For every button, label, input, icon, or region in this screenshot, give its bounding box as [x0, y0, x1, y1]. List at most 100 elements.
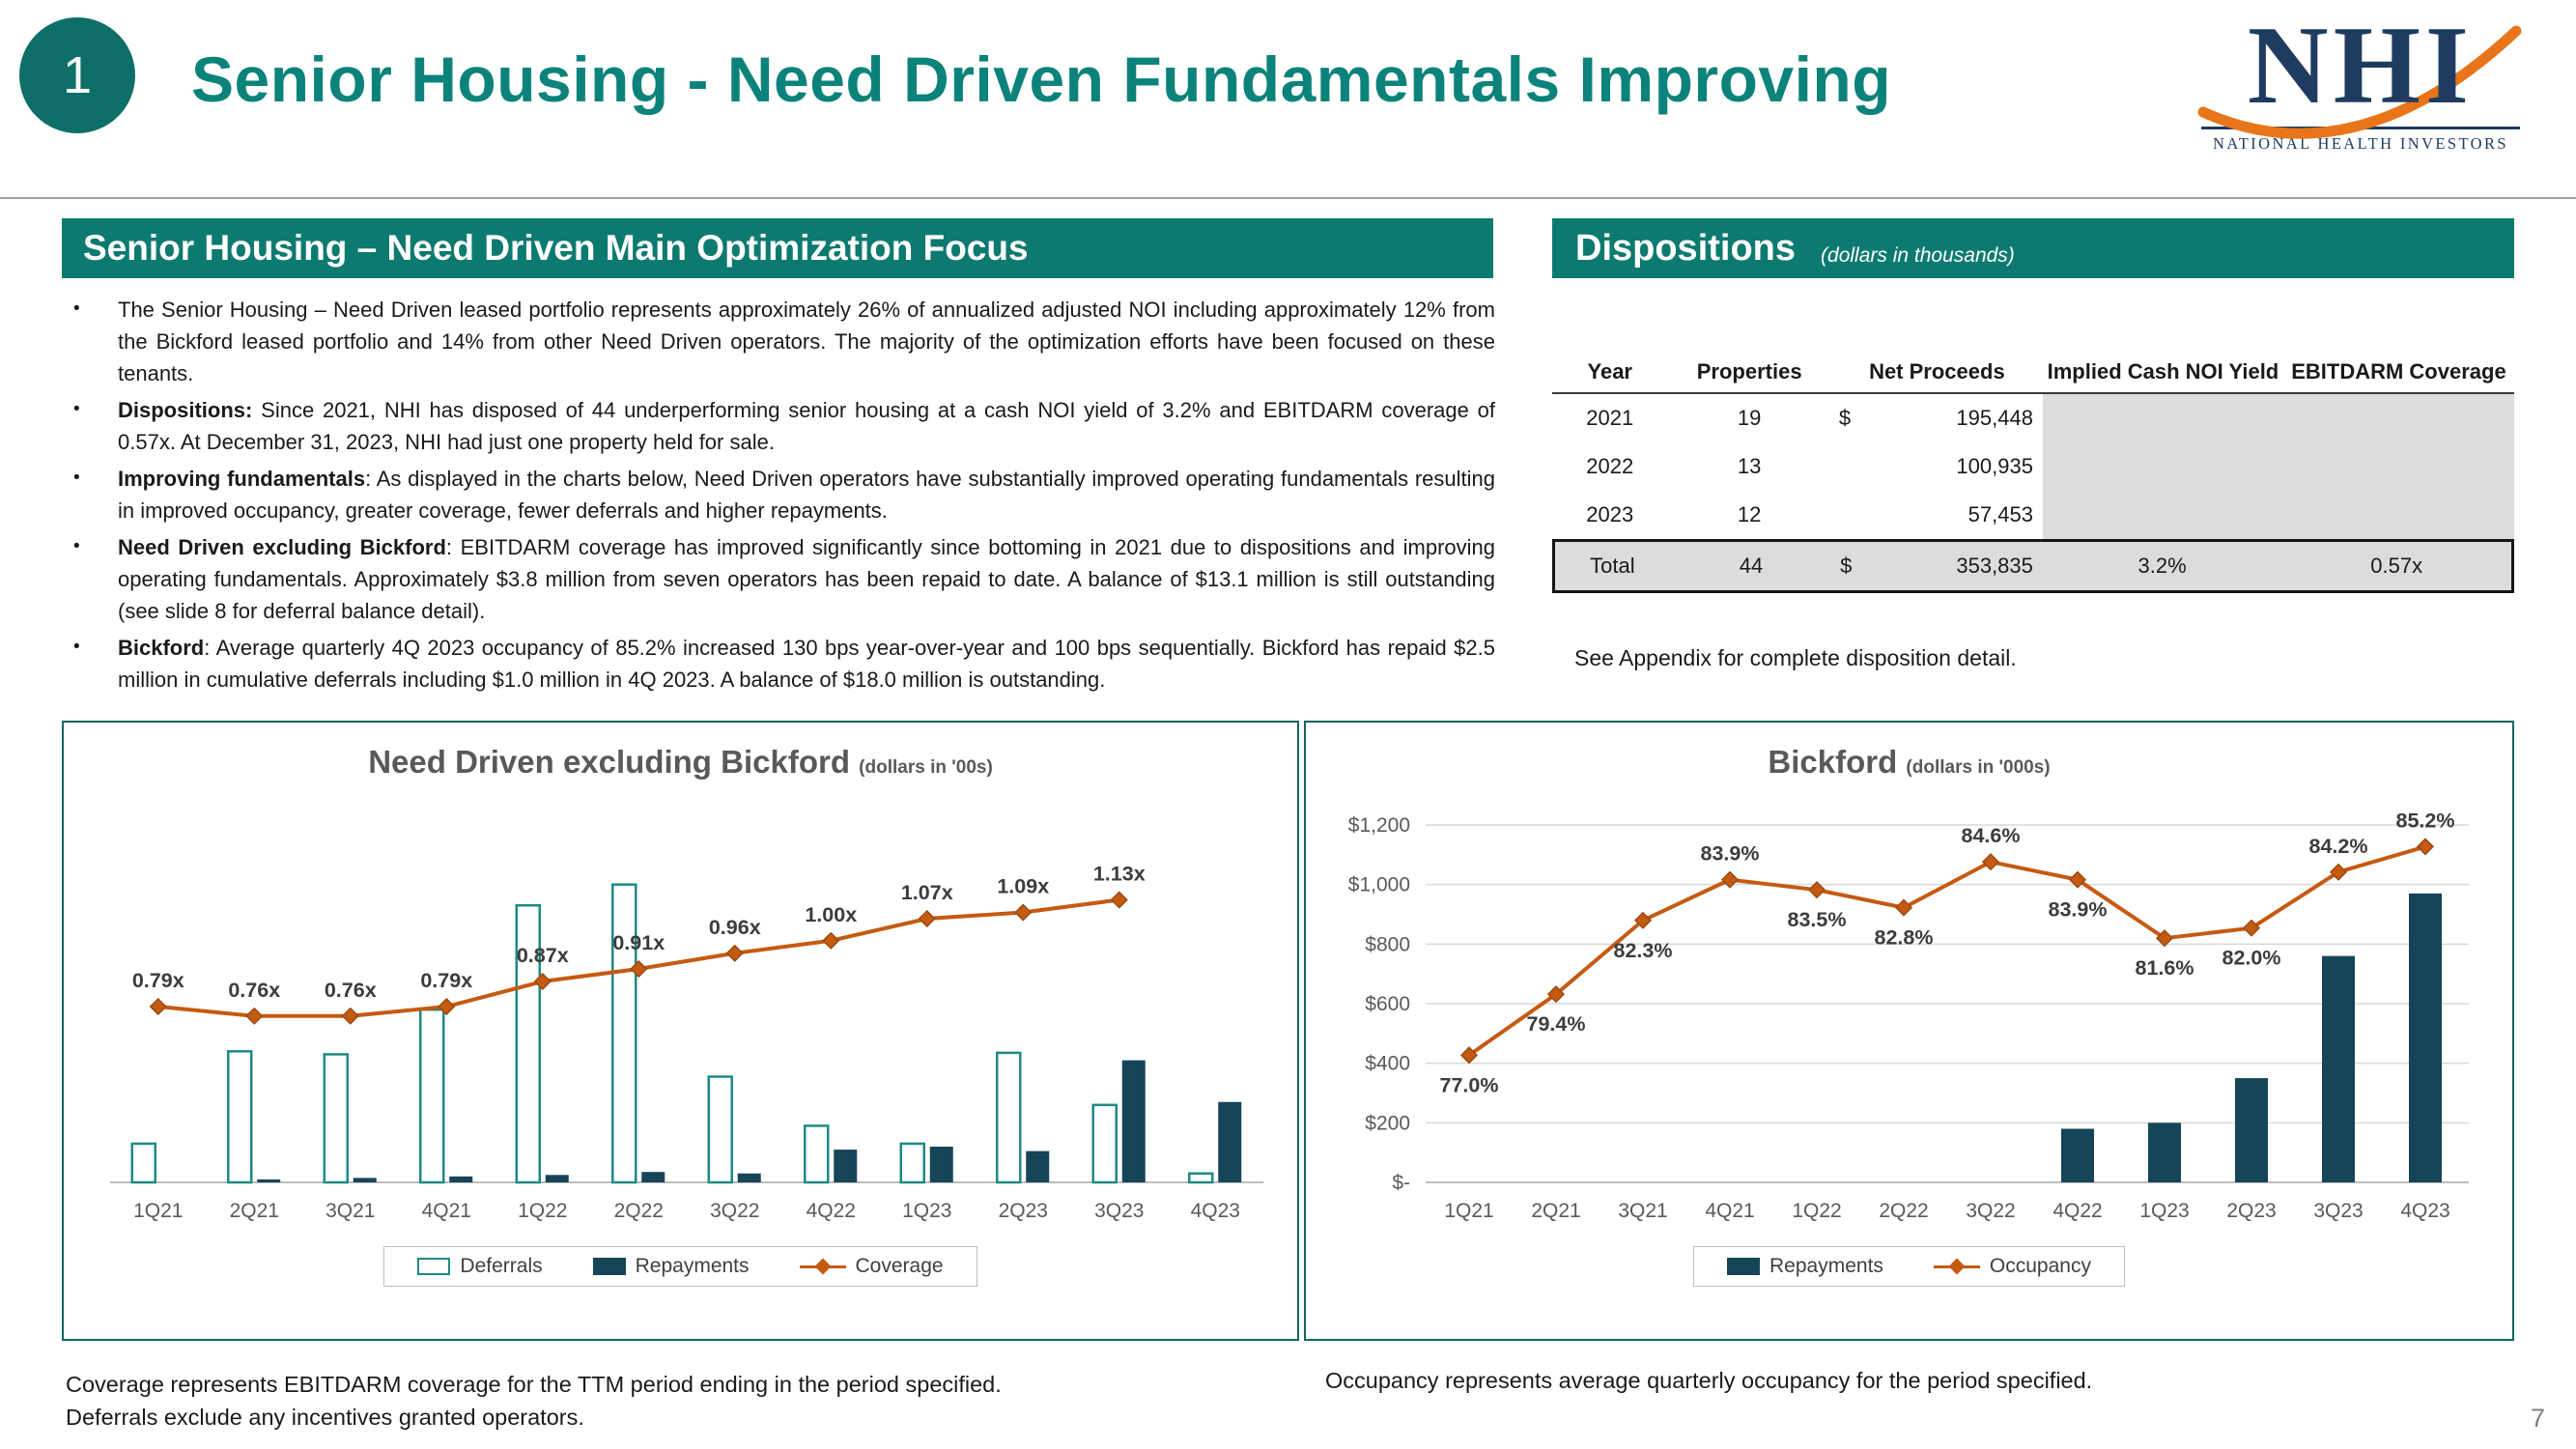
svg-text:4Q23: 4Q23: [2400, 1200, 2449, 1222]
svg-text:4Q23: 4Q23: [1190, 1200, 1239, 1222]
ebitdarm-cell: [2282, 394, 2514, 442]
column-header-year: Year: [1587, 358, 1633, 384]
slide-number-badge: 1: [19, 17, 135, 133]
legend-item-repayments: Repayments: [592, 1255, 750, 1278]
chart-units-label: (dollars in '000s): [1906, 757, 2051, 778]
total-currency: $: [1840, 554, 1853, 578]
year-cell: 2021: [1586, 406, 1634, 430]
svg-text:1Q22: 1Q22: [1792, 1200, 1841, 1222]
net-proceeds-cell: 195,448: [1956, 406, 2033, 430]
chart-units-label: (dollars in '00s): [859, 757, 993, 778]
svg-text:1.07x: 1.07x: [900, 881, 952, 904]
bickford-chart-plot: $- $200 $400 $600 $800 $1,000 $1,200 77.0% 79.4%…: [1347, 809, 2469, 1222]
currency-cell: [1831, 442, 1889, 491]
right-footnote: Occupancy represents average quarterly o…: [1325, 1368, 2093, 1393]
logo-monogram: NHI: [2247, 4, 2475, 128]
currency-cell: [1831, 491, 1889, 539]
column-header-net-proceeds: Net Proceeds: [1869, 358, 2005, 384]
svg-text:1.00x: 1.00x: [805, 903, 857, 926]
logo-caption: NATIONAL HEALTH INVESTORS: [2201, 127, 2520, 154]
svg-text:$400: $400: [1365, 1053, 1410, 1075]
bullet-text: Bickford: Average quarterly 4Q 2023 occu…: [118, 636, 1495, 692]
column-header-noi-yield: Implied Cash NOI Yield: [2047, 358, 2279, 384]
total-label: Total: [1590, 554, 1635, 578]
svg-text:0.79x: 0.79x: [420, 969, 472, 992]
footnote-line: Coverage represents EBITDARM coverage fo…: [66, 1372, 1002, 1397]
bullet-marker: •: [73, 468, 80, 488]
svg-text:84.6%: 84.6%: [1961, 824, 2020, 847]
bullet-item: • The Senior Housing – Need Driven lease…: [62, 294, 1495, 394]
header-divider: [0, 197, 2576, 199]
dispositions-units-note: (dollars in thousands): [1821, 244, 2015, 267]
svg-text:81.6%: 81.6%: [2135, 956, 2194, 980]
svg-text:4Q21: 4Q21: [421, 1200, 470, 1222]
bullet-list: • The Senior Housing – Need Driven lease…: [62, 294, 1495, 700]
total-net-proceeds: 353,835: [1956, 554, 2033, 578]
repayments-swatch-icon: [592, 1258, 626, 1275]
svg-text:85.2%: 85.2%: [2395, 809, 2454, 832]
svg-text:3Q23: 3Q23: [1094, 1200, 1144, 1222]
properties-cell: 19: [1737, 406, 1762, 430]
svg-text:1Q23: 1Q23: [2139, 1200, 2189, 1222]
svg-text:82.0%: 82.0%: [2222, 947, 2280, 970]
svg-text:1Q21: 1Q21: [133, 1200, 183, 1222]
svg-text:3Q21: 3Q21: [326, 1200, 375, 1222]
ebitdarm-cell: [2282, 442, 2514, 491]
svg-text:0.76x: 0.76x: [228, 979, 280, 1002]
svg-text:0.91x: 0.91x: [612, 931, 665, 954]
bullet-text: Dispositions: Since 2021, NHI has dispos…: [118, 398, 1495, 454]
svg-text:2Q23: 2Q23: [998, 1200, 1047, 1222]
repayments-swatch-icon: [1727, 1258, 1761, 1275]
bickford-chart-legend: Repayments Occupancy: [1693, 1246, 2125, 1287]
legend-label: Deferrals: [460, 1255, 543, 1277]
legend-label: Repayments: [635, 1255, 750, 1277]
svg-text:4Q21: 4Q21: [1705, 1200, 1754, 1222]
bullet-marker: •: [73, 637, 80, 657]
bickford-chart-title: Bickford (dollars in '000s): [1306, 744, 2512, 781]
svg-text:$800: $800: [1365, 933, 1410, 955]
legend-item-coverage: Coverage: [799, 1255, 944, 1278]
footnote-line: Deferrals exclude any incentives granted…: [66, 1405, 584, 1431]
page-title: Senior Housing - Need Driven Fundamental…: [191, 43, 1892, 115]
svg-text:83.9%: 83.9%: [1700, 842, 1759, 866]
svg-text:$1,200: $1,200: [1347, 814, 1409, 837]
column-header-ebitdarm: EBITDARM Coverage: [2291, 358, 2506, 384]
svg-text:83.9%: 83.9%: [2048, 898, 2107, 922]
dispositions-header-row: Year Properties Net Proceeds Implied Cas…: [1552, 311, 2514, 394]
nhi-logo: NHI NATIONAL HEALTH INVESTORS: [2197, 4, 2522, 154]
svg-text:82.8%: 82.8%: [1874, 926, 1933, 950]
bullet-item: • Need Driven excluding Bickford: EBITDA…: [62, 531, 1495, 632]
svg-text:83.5%: 83.5%: [1787, 908, 1846, 931]
dispositions-section-header: Dispositions (dollars in thousands): [1552, 218, 2514, 278]
svg-text:82.3%: 82.3%: [1613, 939, 1672, 962]
deferrals-swatch-icon: [417, 1258, 451, 1275]
legend-item-deferrals: Deferrals: [417, 1255, 543, 1278]
legend-item-occupancy: Occupancy: [1933, 1255, 2091, 1278]
svg-text:0.87x: 0.87x: [516, 944, 568, 967]
svg-text:1Q22: 1Q22: [518, 1200, 567, 1222]
svg-text:0.76x: 0.76x: [324, 979, 376, 1002]
net-proceeds-cell: 100,935: [1956, 454, 2033, 478]
table-row-2021: 2021 19 $ 195,448: [1552, 394, 2514, 442]
svg-text:4Q22: 4Q22: [2052, 1200, 2102, 1222]
chart-title-text: Need Driven excluding Bickford: [368, 744, 850, 780]
left-footnote: Coverage represents EBITDARM coverage fo…: [66, 1368, 1002, 1434]
bullet-item: • Improving fundamentals: As displayed i…: [62, 463, 1495, 531]
svg-text:4Q22: 4Q22: [806, 1200, 855, 1222]
svg-text:2Q21: 2Q21: [1531, 1200, 1580, 1222]
legend-label: Repayments: [1769, 1255, 1883, 1277]
year-cell: 2023: [1586, 502, 1634, 526]
svg-text:3Q22: 3Q22: [710, 1200, 759, 1222]
total-noi-yield: 3.2%: [2137, 554, 2187, 578]
bullet-marker: •: [73, 298, 80, 319]
total-ebitdarm: 0.57x: [2370, 554, 2423, 578]
dispositions-footnote: See Appendix for complete disposition de…: [1574, 645, 2017, 670]
svg-text:3Q22: 3Q22: [1966, 1200, 2015, 1222]
svg-text:$200: $200: [1365, 1112, 1410, 1134]
currency-cell: $: [1838, 406, 1852, 430]
svg-text:77.0%: 77.0%: [1439, 1073, 1498, 1096]
noi-yield-cell: [2042, 442, 2283, 491]
page-number: 7: [2530, 1404, 2545, 1433]
svg-text:0.96x: 0.96x: [708, 916, 760, 939]
properties-cell: 13: [1737, 454, 1762, 478]
